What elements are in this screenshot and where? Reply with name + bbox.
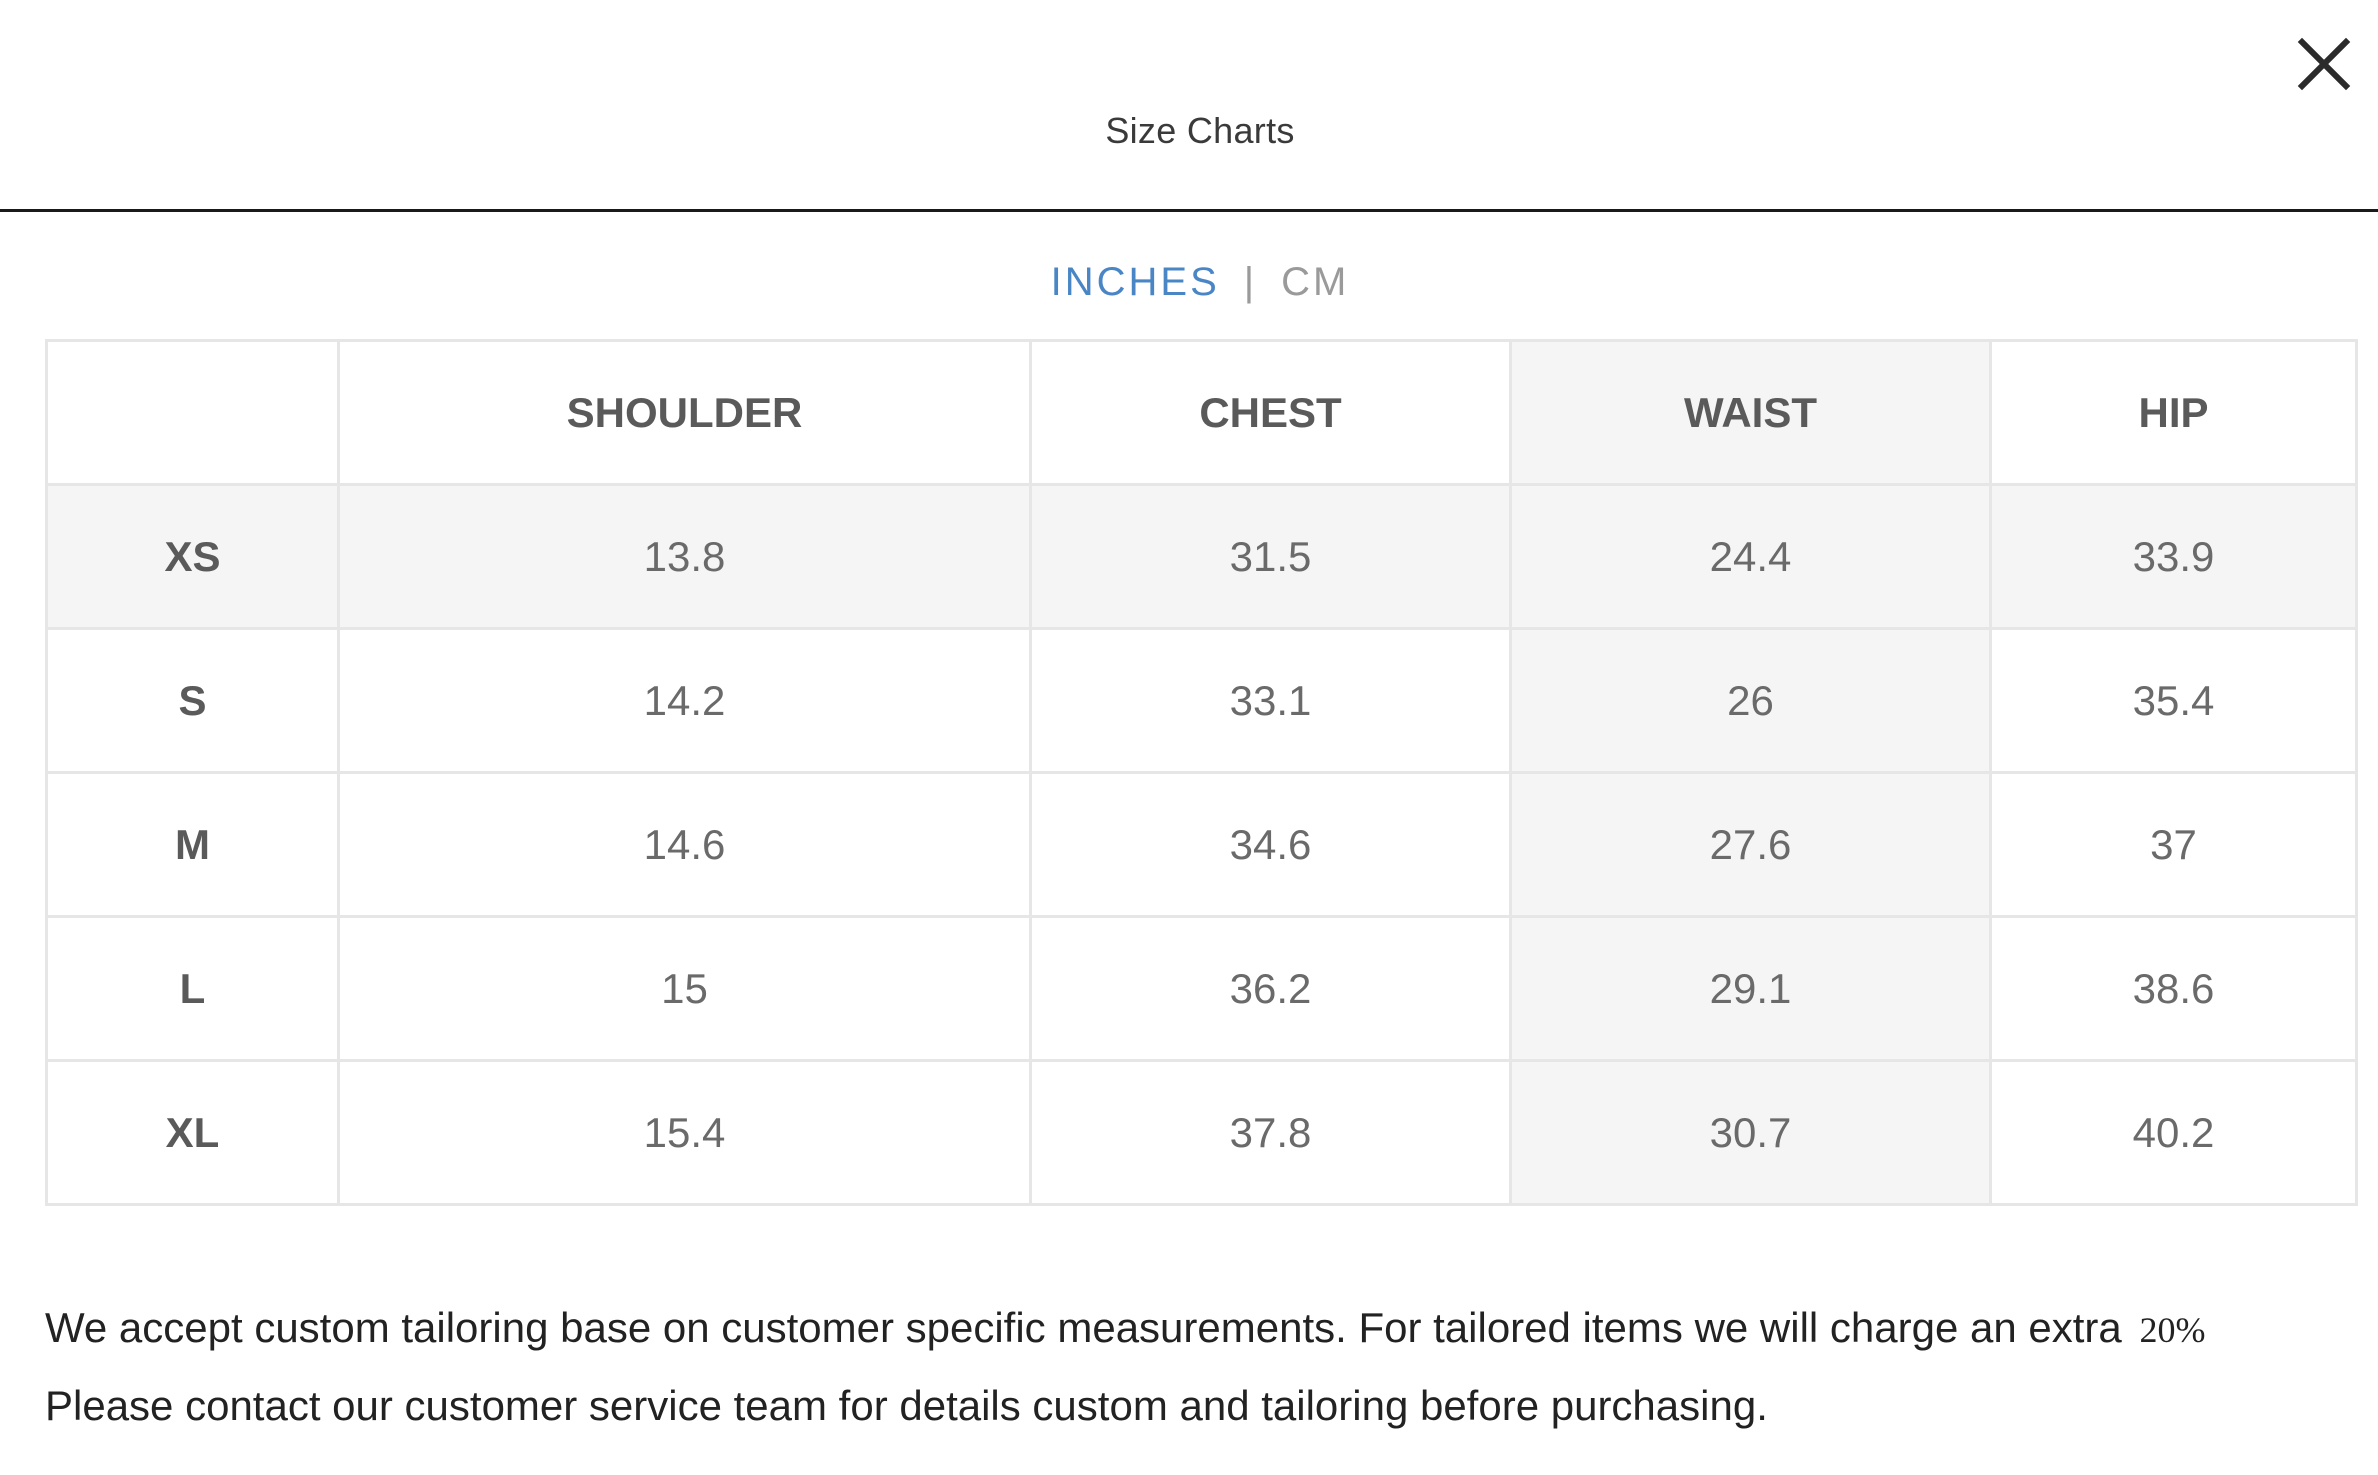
table-cell: 38.6 <box>1989 915 2358 1062</box>
table-cell: 34.6 <box>1029 771 1512 918</box>
header-cell-shoulder: SHOULDER <box>337 339 1032 486</box>
header-cell-hip: HIP <box>1989 339 2358 486</box>
size-label: S <box>45 627 340 774</box>
modal-title: Size Charts <box>1105 110 1295 151</box>
unit-toggle: INCHES | CM <box>0 260 2378 305</box>
note-percent: 20% <box>2139 1310 2206 1350</box>
modal-header: Size Charts <box>0 0 2378 212</box>
tailoring-note: We accept custom tailoring base on custo… <box>45 1290 2345 1443</box>
header-cell-empty <box>45 339 340 486</box>
table-header-row: SHOULDER CHEST WAIST HIP <box>45 339 2358 486</box>
table-cell: 30.7 <box>1509 1059 1992 1206</box>
table-row: XL 15.4 37.8 30.7 40.2 <box>45 1059 2358 1206</box>
table-row: L 15 36.2 29.1 38.6 <box>45 915 2358 1062</box>
table-cell: 36.2 <box>1029 915 1512 1062</box>
table-cell: 14.2 <box>337 627 1032 774</box>
size-label: L <box>45 915 340 1062</box>
header-cell-waist: WAIST <box>1509 339 1992 486</box>
unit-inches-tab[interactable]: INCHES <box>1050 260 1220 304</box>
table-cell: 33.9 <box>1989 483 2358 630</box>
table-cell: 26 <box>1509 627 1992 774</box>
table-cell: 15 <box>337 915 1032 1062</box>
table-cell: 27.6 <box>1509 771 1992 918</box>
table-cell: 15.4 <box>337 1059 1032 1206</box>
table-row: XS 13.8 31.5 24.4 33.9 <box>45 483 2358 630</box>
table-row: M 14.6 34.6 27.6 37 <box>45 771 2358 918</box>
note-text-after: Please contact our customer service team… <box>45 1382 1768 1429</box>
table-cell: 35.4 <box>1989 627 2358 774</box>
table-cell: 37.8 <box>1029 1059 1512 1206</box>
table-cell: 31.5 <box>1029 483 1512 630</box>
size-table: SHOULDER CHEST WAIST HIP XS 13.8 31.5 24… <box>45 339 2358 1206</box>
close-button[interactable] <box>2294 34 2354 94</box>
table-cell: 24.4 <box>1509 483 1992 630</box>
table-cell: 14.6 <box>337 771 1032 918</box>
table-cell: 40.2 <box>1989 1059 2358 1206</box>
unit-separator: | <box>1243 260 1258 304</box>
unit-cm-tab[interactable]: CM <box>1281 260 1350 304</box>
close-icon <box>2297 37 2351 91</box>
note-text-before: We accept custom tailoring base on custo… <box>45 1304 2122 1351</box>
size-label: XL <box>45 1059 340 1206</box>
table-cell: 13.8 <box>337 483 1032 630</box>
table-cell: 29.1 <box>1509 915 1992 1062</box>
table-cell: 37 <box>1989 771 2358 918</box>
header-cell-chest: CHEST <box>1029 339 1512 486</box>
size-label: XS <box>45 483 340 630</box>
table-cell: 33.1 <box>1029 627 1512 774</box>
table-row: S 14.2 33.1 26 35.4 <box>45 627 2358 774</box>
size-label: M <box>45 771 340 918</box>
